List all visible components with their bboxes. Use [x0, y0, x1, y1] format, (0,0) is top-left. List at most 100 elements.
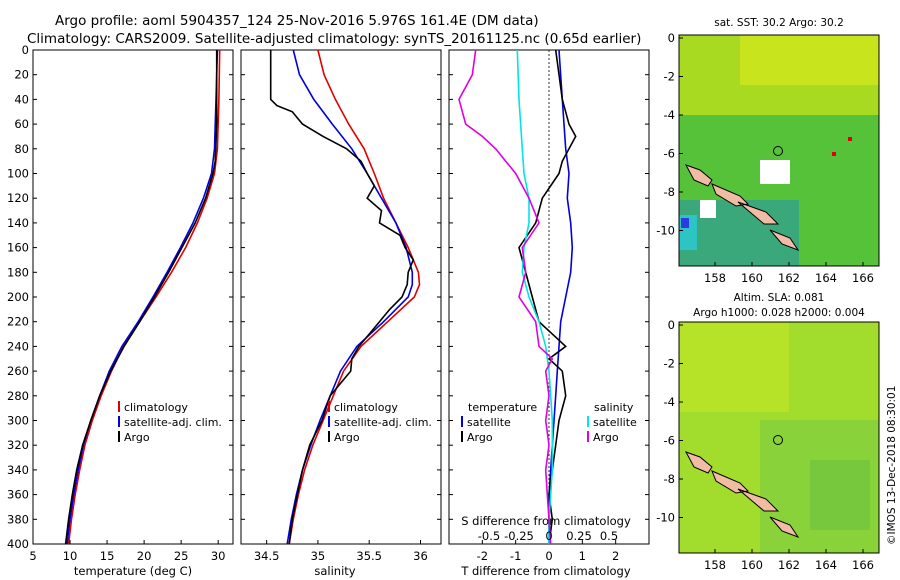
- difference-temperature-legend: temperature satellite Argo: [461, 401, 537, 444]
- sla-lowest-area: [810, 460, 870, 530]
- sst-cold-spot: [681, 218, 689, 228]
- series-line-argo: [64, 50, 218, 544]
- x-tick-label: 5: [29, 549, 36, 563]
- sla-map-title: Altim. SLA: 0.081: [734, 292, 825, 304]
- sst-cool-area: [679, 200, 799, 266]
- lat-tick-label: -2: [664, 70, 675, 84]
- x-tick-label: 25: [174, 549, 189, 563]
- difference-salinity-legend: salinity satellite Argo: [587, 401, 637, 444]
- figure-title-line2: Climatology: CARS2009. Satellite-adjuste…: [27, 31, 641, 47]
- lat-tick-label: -4: [664, 108, 675, 122]
- lon-tick-label: 162: [778, 271, 800, 285]
- series-line-argo: [269, 50, 415, 544]
- series-line-salinity-satellite: [516, 50, 554, 544]
- panel-curves: [458, 50, 577, 544]
- difference-panel-frame: [448, 49, 650, 545]
- axes-ticks: [32, 49, 649, 545]
- series-line-temperature-argo: [518, 50, 577, 544]
- x-tick-labels: 5 10 15 20 25 30 34.5 35 35.5 36 -2 -1 0 1 2 -0.5 -0.25 0…: [29, 529, 619, 563]
- x-tick-label: 36: [413, 549, 428, 563]
- t-difference-axis-title: T difference from climatology: [460, 564, 631, 578]
- legend-label-salinity-argo: Argo: [593, 431, 619, 444]
- depth-tick-label: 200: [7, 290, 29, 304]
- s-difference-axis-title: S difference from climatology: [461, 514, 631, 528]
- depth-tick-label: 0: [22, 43, 29, 57]
- x-tick-label: 15: [100, 549, 115, 563]
- x-tick-label: 35.5: [356, 549, 382, 563]
- sla-high-area: [679, 322, 789, 412]
- legend-heading-temperature: temperature: [468, 401, 537, 414]
- depth-tick-label: 160: [7, 241, 29, 255]
- lon-tick-label: 166: [852, 271, 874, 285]
- depth-tick-label: 180: [7, 265, 29, 279]
- sst-map-ticks: 0 -2 -4 -6 -8 -10 158 160 162 164 166: [656, 31, 874, 285]
- x-tick-label: -1: [510, 549, 521, 563]
- legend-label-salinity-satellite: satellite: [593, 416, 637, 429]
- lat-tick-label: -6: [664, 147, 675, 161]
- depth-axis-labels: 0 20 40 60 80 100 120 140 160 180 200 220 240 260 280 3…: [7, 43, 29, 551]
- lon-tick-label: 158: [704, 271, 726, 285]
- x-tick-label: -2: [477, 549, 488, 563]
- sla-map-subtitle: Argo h1000: 0.028 h2000: 0.004: [693, 307, 865, 319]
- depth-tick-label: 80: [14, 142, 29, 156]
- sst-hot-pixel: [848, 137, 852, 141]
- series-line-satellite-adj-clim-: [66, 50, 219, 544]
- lat-tick-label: -8: [664, 185, 675, 199]
- temperature-axis-title: temperature (deg C): [74, 564, 192, 578]
- solomon-islands-outline-sla: [684, 451, 800, 539]
- lat-tick-label: 0: [668, 318, 675, 332]
- legend-label-argo: Argo: [124, 431, 150, 444]
- lat-tick-label: -6: [664, 434, 675, 448]
- temperature-legend: climatology satellite-adj. clim. Argo: [118, 401, 222, 444]
- x-tick-label: 30: [211, 549, 226, 563]
- legend-label-satellite: satellite: [467, 416, 511, 429]
- lat-tick-label: -4: [664, 395, 675, 409]
- argo-position-marker-sst: [773, 146, 783, 156]
- depth-tick-label: 280: [7, 389, 29, 403]
- figure-title-line1: Argo profile: aoml 5904357_124 25-Nov-20…: [55, 13, 539, 29]
- depth-tick-label: 20: [14, 68, 29, 82]
- depth-tick-label: 320: [7, 438, 29, 452]
- s-difference-tick-label: -0.5: [478, 529, 500, 543]
- legend-label-satellite: satellite-adj. clim.: [334, 416, 432, 429]
- sla-map: [679, 322, 879, 553]
- depth-tick-label: 340: [7, 463, 29, 477]
- depth-tick-label: 60: [14, 117, 29, 131]
- sst-cloud-gap-2: [700, 200, 716, 218]
- lat-tick-label: -10: [656, 224, 675, 238]
- lon-tick-label: 164: [815, 558, 837, 572]
- legend-label-satellite: satellite-adj. clim.: [124, 416, 222, 429]
- temperature-panel-frame: [32, 49, 234, 545]
- depth-tick-label: 400: [7, 537, 29, 551]
- depth-tick-label: 380: [7, 512, 29, 526]
- lon-tick-label: 166: [852, 558, 874, 572]
- s-difference-tick-label: -0.25: [504, 529, 534, 543]
- s-difference-tick-label: 0: [545, 529, 552, 543]
- series-line-climatology: [288, 50, 421, 544]
- x-tick-label: 20: [137, 549, 152, 563]
- depth-tick-label: 100: [7, 167, 29, 181]
- x-tick-label: 1: [579, 549, 586, 563]
- legend-heading-salinity: salinity: [594, 401, 634, 414]
- legend-label-climatology: climatology: [124, 401, 188, 414]
- depth-tick-label: 140: [7, 216, 29, 230]
- legend-label-argo: Argo: [334, 431, 360, 444]
- salinity-axis-title: salinity: [314, 564, 355, 578]
- s-difference-tick-label: 0.25: [566, 529, 592, 543]
- sst-hot-pixel-2: [832, 152, 836, 156]
- argo-position-marker-sla: [773, 435, 783, 445]
- series-line-temperature-satellite: [548, 50, 574, 544]
- profile-curves: [64, 50, 577, 544]
- panel-curves: [269, 50, 421, 544]
- depth-tick-label: 260: [7, 364, 29, 378]
- legend-label-climatology: climatology: [334, 401, 398, 414]
- lat-tick-label: -8: [664, 472, 675, 486]
- sst-warmest-band: [740, 35, 879, 85]
- sst-map-frame: [678, 34, 880, 267]
- lon-tick-label: 162: [778, 558, 800, 572]
- lon-tick-label: 160: [741, 558, 763, 572]
- lat-tick-label: 0: [668, 31, 675, 45]
- depth-tick-label: 300: [7, 414, 29, 428]
- salinity-legend: climatology satellite-adj. clim. Argo: [328, 401, 432, 444]
